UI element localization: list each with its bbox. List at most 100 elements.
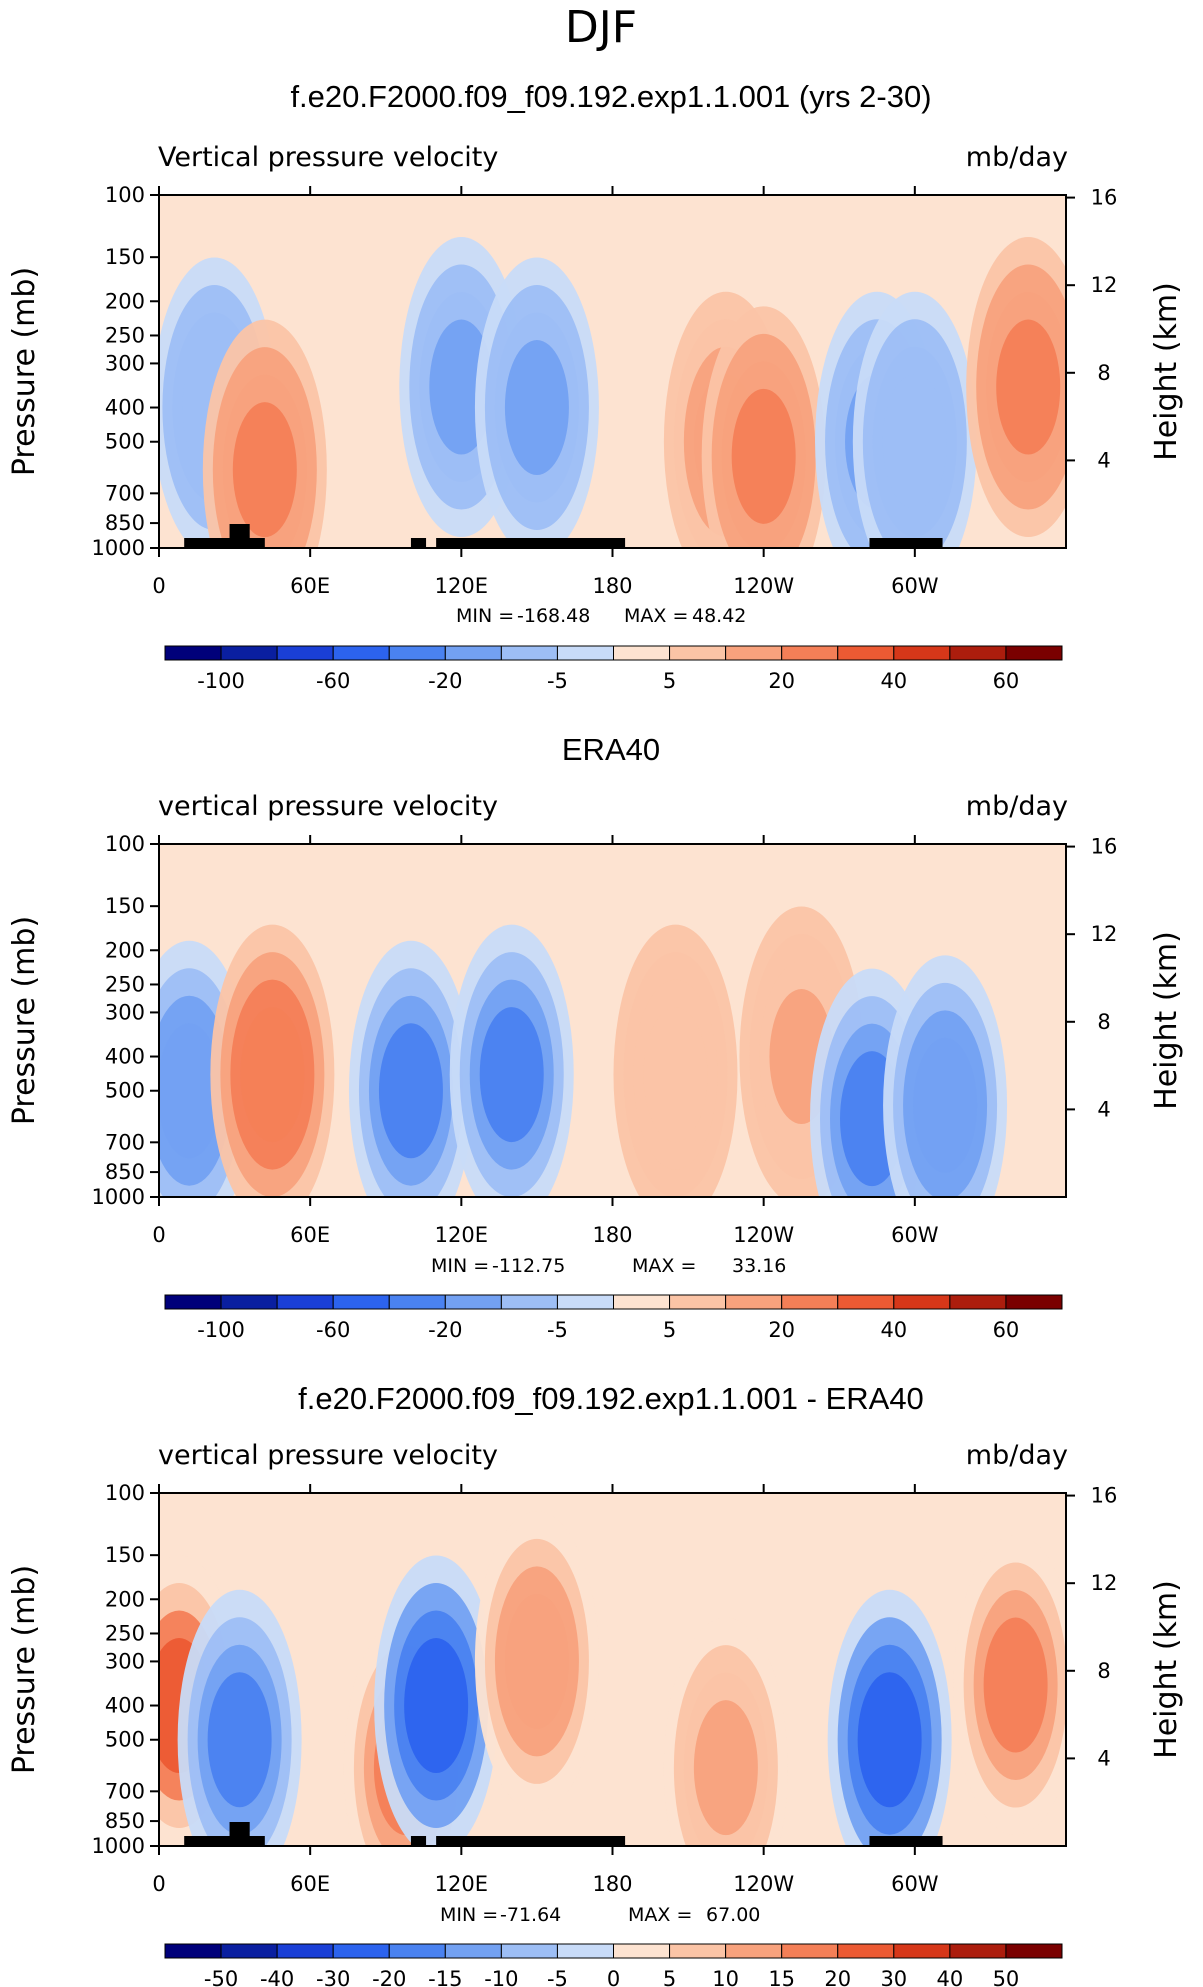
panel-2-contour-0-level-1 [159, 1023, 222, 1159]
panel-2-title: ERA40 [562, 732, 660, 767]
panel-3-colorbar-bin-15 [1005, 1943, 1063, 1959]
panel-3-colorbar-bin-14 [949, 1943, 1007, 1959]
panel-2-colorbar-bin-9 [669, 1294, 727, 1310]
panel-1-colorbar-bin-3 [332, 645, 390, 661]
panel-3-colorbar-bin-3 [332, 1943, 390, 1959]
panel-2-colorbar-label-5: 20 [768, 1318, 795, 1342]
panel-3-colorbar-label-2: -30 [316, 1967, 350, 1987]
panel-1-pressure-label-700: 700 [105, 481, 145, 505]
panel-2-lon-label-2: 120E [435, 1223, 488, 1247]
panel-1-colorbar-bin-0 [164, 645, 222, 661]
panel-2-contour-3-level-1 [479, 1007, 544, 1143]
panel-3-colorbar-bin-12 [837, 1943, 895, 1959]
panel-1-height-label-12: 12 [1091, 273, 1118, 297]
panel-2-max-label: MAX = [632, 1255, 696, 1277]
panel-3-pressure-label-150: 150 [105, 1543, 145, 1567]
panel-2-colorbar-label-4: 5 [663, 1318, 676, 1342]
panel-3-pressure-label-300: 300 [105, 1649, 145, 1673]
panel-3-max-label: MAX = [628, 1904, 692, 1926]
panel-1-colorbar: -100 -60 -20 -5 5 20 40 60 [164, 645, 1063, 693]
panel-3-pressure-label-100: 100 [105, 1481, 145, 1505]
panel-1-contour-1-level-1 [232, 402, 297, 538]
panel-1-max-value: 48.42 [692, 605, 746, 627]
panel-3-pressure-label-700: 700 [105, 1779, 145, 1803]
panel-3-height-label-4: 4 [1097, 1746, 1110, 1770]
panel-3-colorbar-bin-0 [164, 1943, 222, 1959]
panel-2-pressure-label-400: 400 [105, 1045, 145, 1069]
panel-2-contour-1-level-1 [240, 1007, 305, 1143]
panel-1-height-axis-label: Height (km) [1149, 282, 1184, 461]
panel-3-lon-label-0: 0 [152, 1872, 165, 1896]
panel-3-min-label: MIN = [440, 1904, 498, 1926]
panel-1-contour-8-level-1 [996, 319, 1061, 455]
panel-1-colorbar-bin-5 [444, 645, 502, 661]
figure-title: DJF [565, 2, 637, 53]
panel-3-topography-peak-0 [229, 1822, 250, 1846]
panel-1-colorbar-label-7: 60 [993, 669, 1020, 693]
panel-3-variable-label: vertical pressure velocity [158, 1440, 498, 1471]
panel-2-pressure-label-150: 150 [105, 894, 145, 918]
panel-1-colorbar-label-4: 5 [663, 669, 676, 693]
panel-2-lon-label-4: 120W [733, 1223, 794, 1247]
panel-2-lon-label-5: 60W [891, 1223, 939, 1247]
panel-2-pressure-label-850: 850 [105, 1160, 145, 1184]
panel-3-colorbar-bin-5 [444, 1943, 502, 1959]
panel-2-height-label-4: 4 [1097, 1097, 1110, 1121]
panel-2-min-label: MIN = [431, 1255, 489, 1277]
panel-3-colorbar-bin-1 [220, 1943, 278, 1959]
panel-2-colorbar-bin-14 [949, 1294, 1007, 1310]
panel-1-contour-3-level-1 [504, 340, 569, 476]
panel-3-min-value: -71.64 [500, 1904, 561, 1926]
panel-1-colorbar-label-3: -5 [547, 669, 568, 693]
panel-3: f.e20.F2000.f09_f09.192.exp1.1.001 - ERA… [7, 1381, 1184, 1987]
panel-2-colorbar-bin-7 [556, 1294, 614, 1310]
panel-3-lon-label-2: 120E [435, 1872, 488, 1896]
panel-1-height-label-16: 16 [1091, 186, 1118, 210]
panel-2-contour-2-level-1 [378, 1023, 443, 1159]
panel-2-units-label: mb/day [966, 791, 1068, 822]
panel-3-colorbar-label-9: 10 [712, 1967, 739, 1987]
panel-1-min-label: MIN = [456, 605, 514, 627]
panel-3-topography-2 [436, 1836, 626, 1846]
panel-1-colorbar-bin-9 [669, 645, 727, 661]
panel-2-colorbar-bin-15 [1005, 1294, 1063, 1310]
panel-1-contour-5-level-1 [731, 388, 796, 524]
panel-2: ERA40 vertical pressure velocity mb/day … [7, 732, 1184, 1342]
panel-1-pressure-label-200: 200 [105, 289, 145, 313]
panel-1-colorbar-bin-12 [837, 645, 895, 661]
panel-1-lon-label-4: 120W [733, 574, 794, 598]
panel-3-colorbar-label-12: 30 [880, 1967, 907, 1987]
panel-3-pressure-label-250: 250 [105, 1621, 145, 1645]
panel-1-height-label-8: 8 [1097, 361, 1110, 385]
panel-3-colorbar-bin-7 [556, 1943, 614, 1959]
panel-3-pressure-label-1000: 1000 [92, 1834, 145, 1858]
panel-3-colorbar-label-7: 0 [607, 1967, 620, 1987]
panel-1-pressure-label-1000: 1000 [92, 536, 145, 560]
panel-1-colorbar-bin-14 [949, 645, 1007, 661]
panel-2-colorbar-bin-12 [837, 1294, 895, 1310]
panel-1-lon-label-5: 60W [891, 574, 939, 598]
panel-2-colorbar-bin-13 [893, 1294, 951, 1310]
panel-3-colorbar-label-8: 5 [663, 1967, 676, 1987]
panel-1-colorbar-bin-2 [276, 645, 334, 661]
panel-3-height-axis-label: Height (km) [1149, 1580, 1184, 1759]
panel-1-plot-area [159, 195, 1066, 548]
panel-2-max-value: 33.16 [732, 1255, 786, 1277]
panel-1-topography-0 [184, 538, 265, 548]
panel-3-topography-3 [869, 1836, 943, 1846]
panel-1-colorbar-bin-8 [613, 645, 671, 661]
panel-3-max-value: 67.00 [706, 1904, 760, 1926]
panel-3-colorbar-bin-6 [500, 1943, 558, 1959]
panel-2-lon-label-0: 0 [152, 1223, 165, 1247]
panel-2-colorbar-bin-8 [613, 1294, 671, 1310]
panel-1-pressure-label-500: 500 [105, 430, 145, 454]
panel-2-pressure-label-500: 500 [105, 1079, 145, 1103]
panel-3-colorbar-label-1: -40 [260, 1967, 294, 1987]
panel-2-lon-label-3: 180 [592, 1223, 632, 1247]
panel-1-colorbar-bin-7 [556, 645, 614, 661]
panel-3-contour-3-level-1 [404, 1638, 469, 1774]
panel-2-min-value: -112.75 [492, 1255, 565, 1277]
